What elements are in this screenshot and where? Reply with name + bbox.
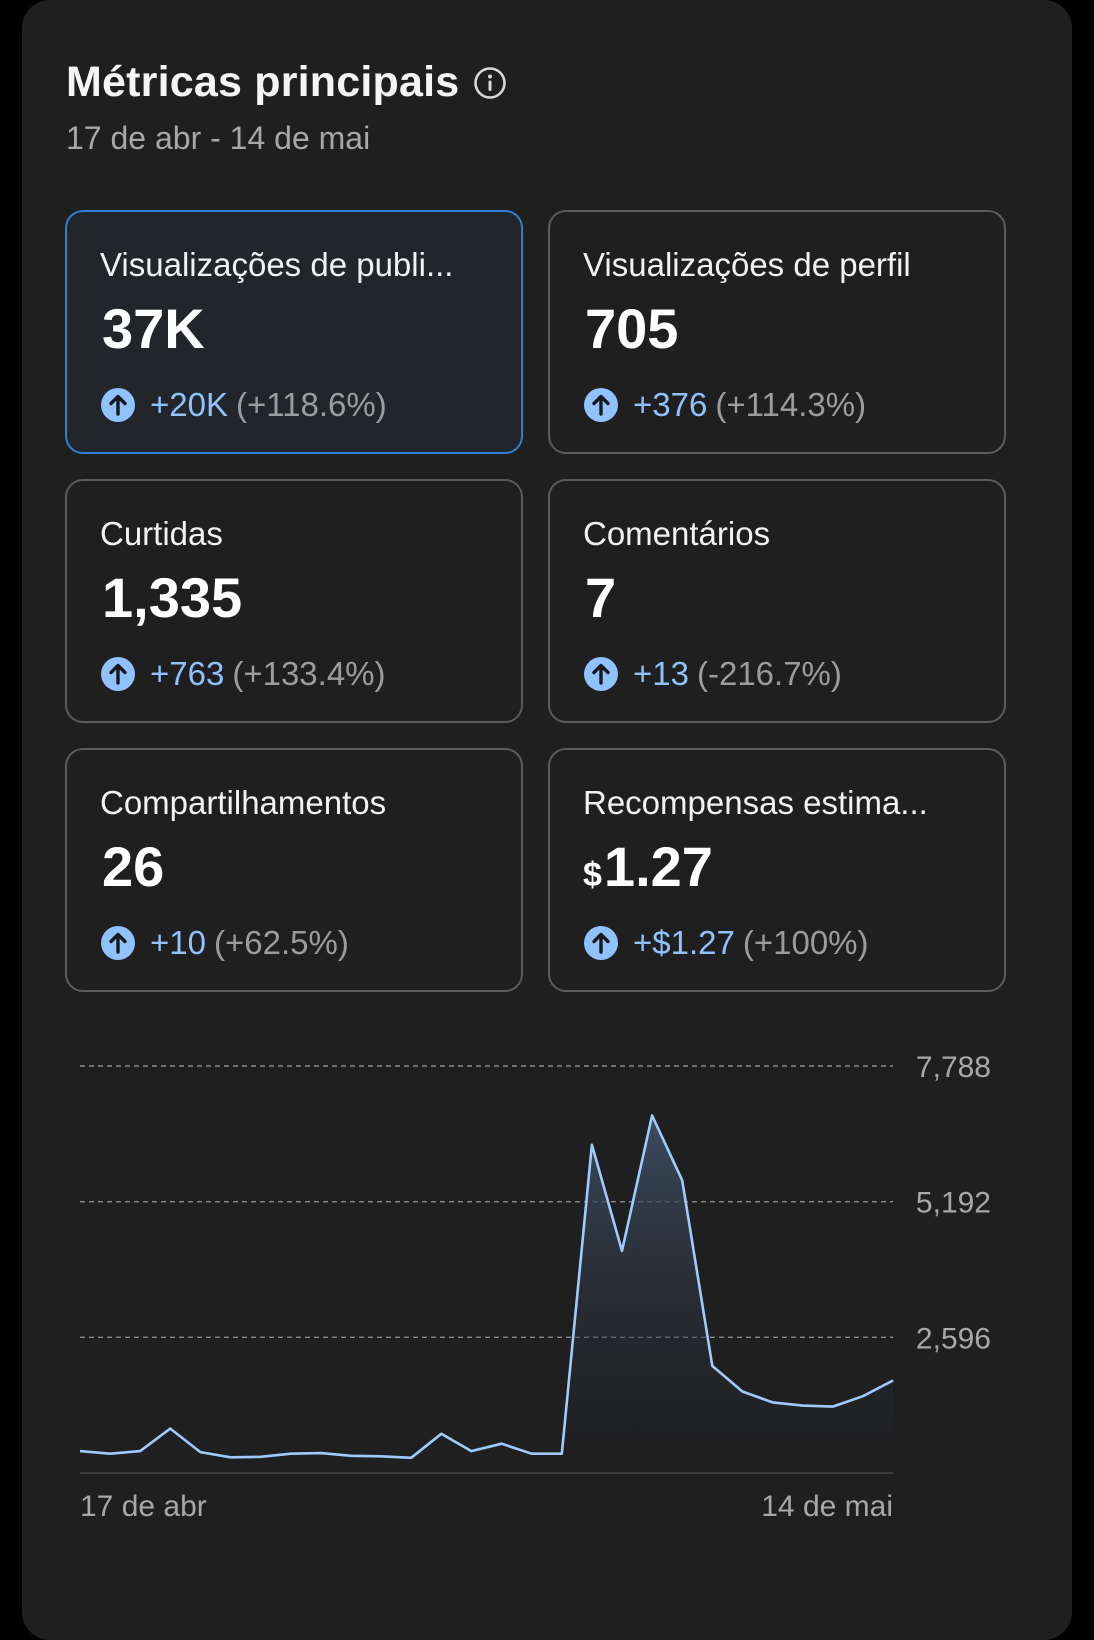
- metric-delta: +20K: [150, 386, 228, 424]
- metric-card[interactable]: Compartilhamentos 26 +10(+62.5%): [65, 748, 523, 992]
- metric-value: $1.27: [583, 834, 713, 899]
- metric-label: Curtidas: [100, 515, 223, 553]
- metric-card[interactable]: Recompensas estima... $1.27 +$1.27(+100%): [548, 748, 1006, 992]
- header: Métricas principais: [66, 58, 507, 107]
- metric-delta: +376: [633, 386, 707, 424]
- metric-label: Compartilhamentos: [100, 784, 386, 822]
- metric-delta: +10: [150, 924, 206, 962]
- metric-number: 705: [585, 297, 678, 360]
- metric-currency: $: [583, 856, 602, 894]
- arrow-up-circle-icon: [583, 925, 619, 961]
- page-title: Métricas principais: [66, 58, 459, 107]
- metric-change: +20K(+118.6%): [100, 386, 387, 424]
- metric-percent: (-216.7%): [697, 655, 842, 693]
- metric-value: 7: [583, 565, 616, 630]
- arrow-up-circle-icon: [100, 656, 136, 692]
- metric-number: 26: [102, 835, 164, 898]
- metric-delta: +$1.27: [633, 924, 735, 962]
- metric-value: 26: [100, 834, 164, 899]
- metric-delta: +13: [633, 655, 689, 693]
- metric-label: Visualizações de perfil: [583, 246, 911, 284]
- metric-percent: (+100%): [743, 924, 869, 962]
- metric-percent: (+133.4%): [232, 655, 385, 693]
- metric-percent: (+118.6%): [236, 386, 387, 424]
- info-icon[interactable]: [473, 66, 507, 100]
- metric-number: 7: [585, 566, 616, 629]
- metric-change: +376(+114.3%): [583, 386, 866, 424]
- metric-number: 37K: [102, 297, 205, 360]
- date-range: 17 de abr - 14 de mai: [66, 120, 370, 157]
- arrow-up-circle-icon: [100, 387, 136, 423]
- metric-change: +13(-216.7%): [583, 655, 842, 693]
- metric-number: 1.27: [604, 835, 713, 898]
- metric-card[interactable]: Curtidas 1,335 +763(+133.4%): [65, 479, 523, 723]
- arrow-up-circle-icon: [100, 925, 136, 961]
- metric-label: Comentários: [583, 515, 770, 553]
- metric-value: 705: [583, 296, 678, 361]
- metric-change: +$1.27(+100%): [583, 924, 869, 962]
- metric-delta: +763: [150, 655, 224, 693]
- metric-label: Visualizações de publi...: [100, 246, 453, 284]
- arrow-up-circle-icon: [583, 656, 619, 692]
- metric-percent: (+114.3%): [715, 386, 866, 424]
- metric-card[interactable]: Comentários 7 +13(-216.7%): [548, 479, 1006, 723]
- metric-percent: (+62.5%): [214, 924, 349, 962]
- metric-change: +763(+133.4%): [100, 655, 386, 693]
- arrow-up-circle-icon: [583, 387, 619, 423]
- metric-change: +10(+62.5%): [100, 924, 349, 962]
- metric-number: 1,335: [102, 566, 242, 629]
- metric-card[interactable]: Visualizações de perfil 705 +376(+114.3%): [548, 210, 1006, 454]
- metric-value: 37K: [100, 296, 205, 361]
- metric-card[interactable]: Visualizações de publi... 37K +20K(+118.6%…: [65, 210, 523, 454]
- metric-label: Recompensas estima...: [583, 784, 928, 822]
- metric-value: 1,335: [100, 565, 242, 630]
